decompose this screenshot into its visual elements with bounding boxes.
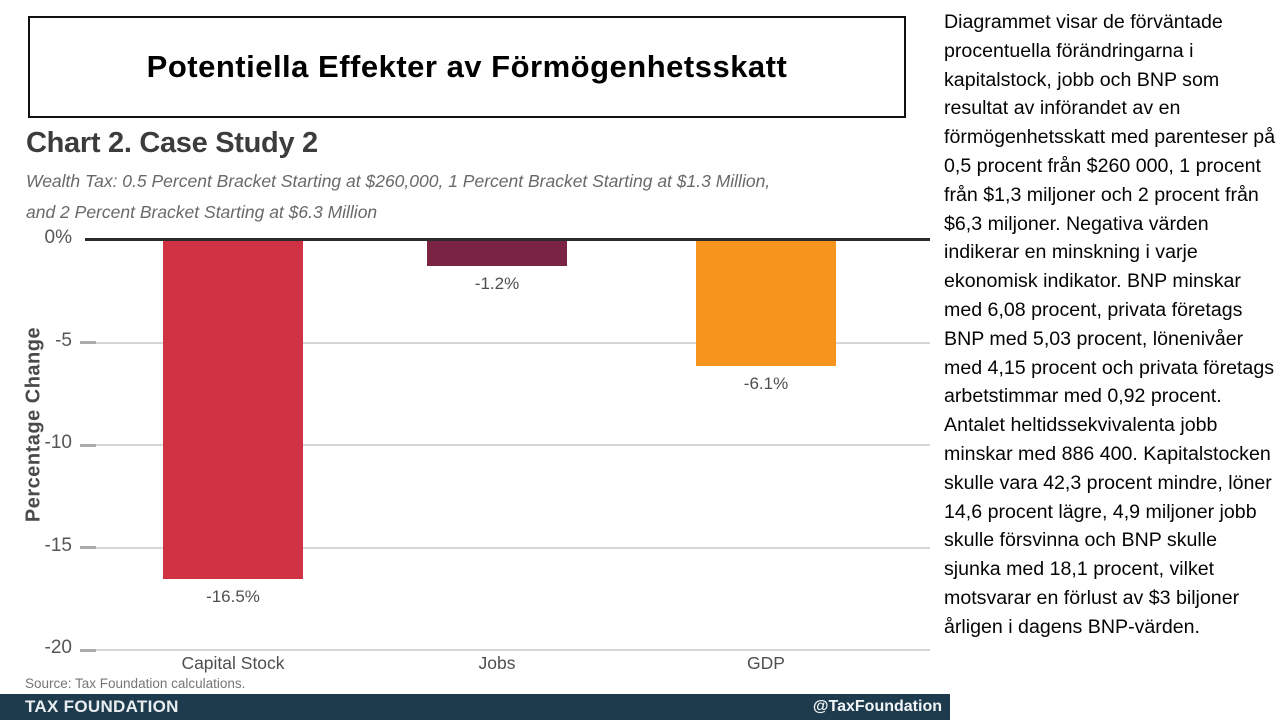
- axis-tick: [80, 341, 96, 344]
- gridline: [80, 341, 930, 344]
- description-paragraph: Diagrammet visar de förväntade procentue…: [944, 11, 1276, 638]
- zero-axis-line: [85, 238, 930, 241]
- footer-bar: TAX FOUNDATION @TaxFoundation: [0, 694, 950, 720]
- chart-subtitle-line1: Wealth Tax: 0.5 Percent Bracket Starting…: [26, 171, 771, 191]
- y-tick-label: -10: [44, 432, 72, 453]
- gridline: [80, 649, 930, 651]
- bar-value-label: -16.5%: [206, 587, 260, 606]
- chart-subtitle: Wealth Tax: 0.5 Percent Bracket Starting…: [26, 166, 886, 228]
- axis-tick: [80, 648, 96, 652]
- y-tick-label: 0%: [44, 227, 72, 248]
- footer-brand: TAX FOUNDATION: [25, 697, 179, 716]
- gridline: [80, 546, 930, 549]
- y-tick-label: -20: [44, 637, 72, 658]
- bar-value-label: -1.2%: [474, 274, 520, 293]
- slide-headline: Potentiella Effekter av Förmögenhetsskat…: [146, 49, 788, 84]
- gridline: [80, 444, 930, 446]
- bar-jobs: [427, 241, 567, 266]
- footer-twitter-handle: @TaxFoundation: [812, 698, 942, 715]
- bar-chart-plot: Percentage Change 0% -5 -10 -15 -20 -16.5% Cap…: [23, 227, 930, 673]
- y-tick-label: -15: [44, 534, 72, 556]
- bar-value-label: -6.1%: [743, 374, 789, 393]
- chart-title: Chart 2. Case Study 2: [26, 127, 318, 159]
- bar-gdp: [696, 241, 836, 366]
- axis-tick: [80, 546, 96, 549]
- x-category-label: Jobs: [478, 653, 516, 673]
- x-category-label: Capital Stock: [181, 653, 285, 673]
- headline-box: Potentiella Effekter av Förmögenhetsskat…: [28, 16, 906, 118]
- axis-tick: [80, 443, 96, 447]
- chart-subtitle-line2: and 2 Percent Bracket Starting at $6.3 M…: [26, 202, 378, 222]
- x-category-label: GDP: [747, 653, 785, 673]
- source-note: Source: Tax Foundation calculations.: [25, 676, 246, 691]
- bar-capital-stock: [163, 241, 303, 579]
- y-tick-label: -5: [55, 329, 72, 351]
